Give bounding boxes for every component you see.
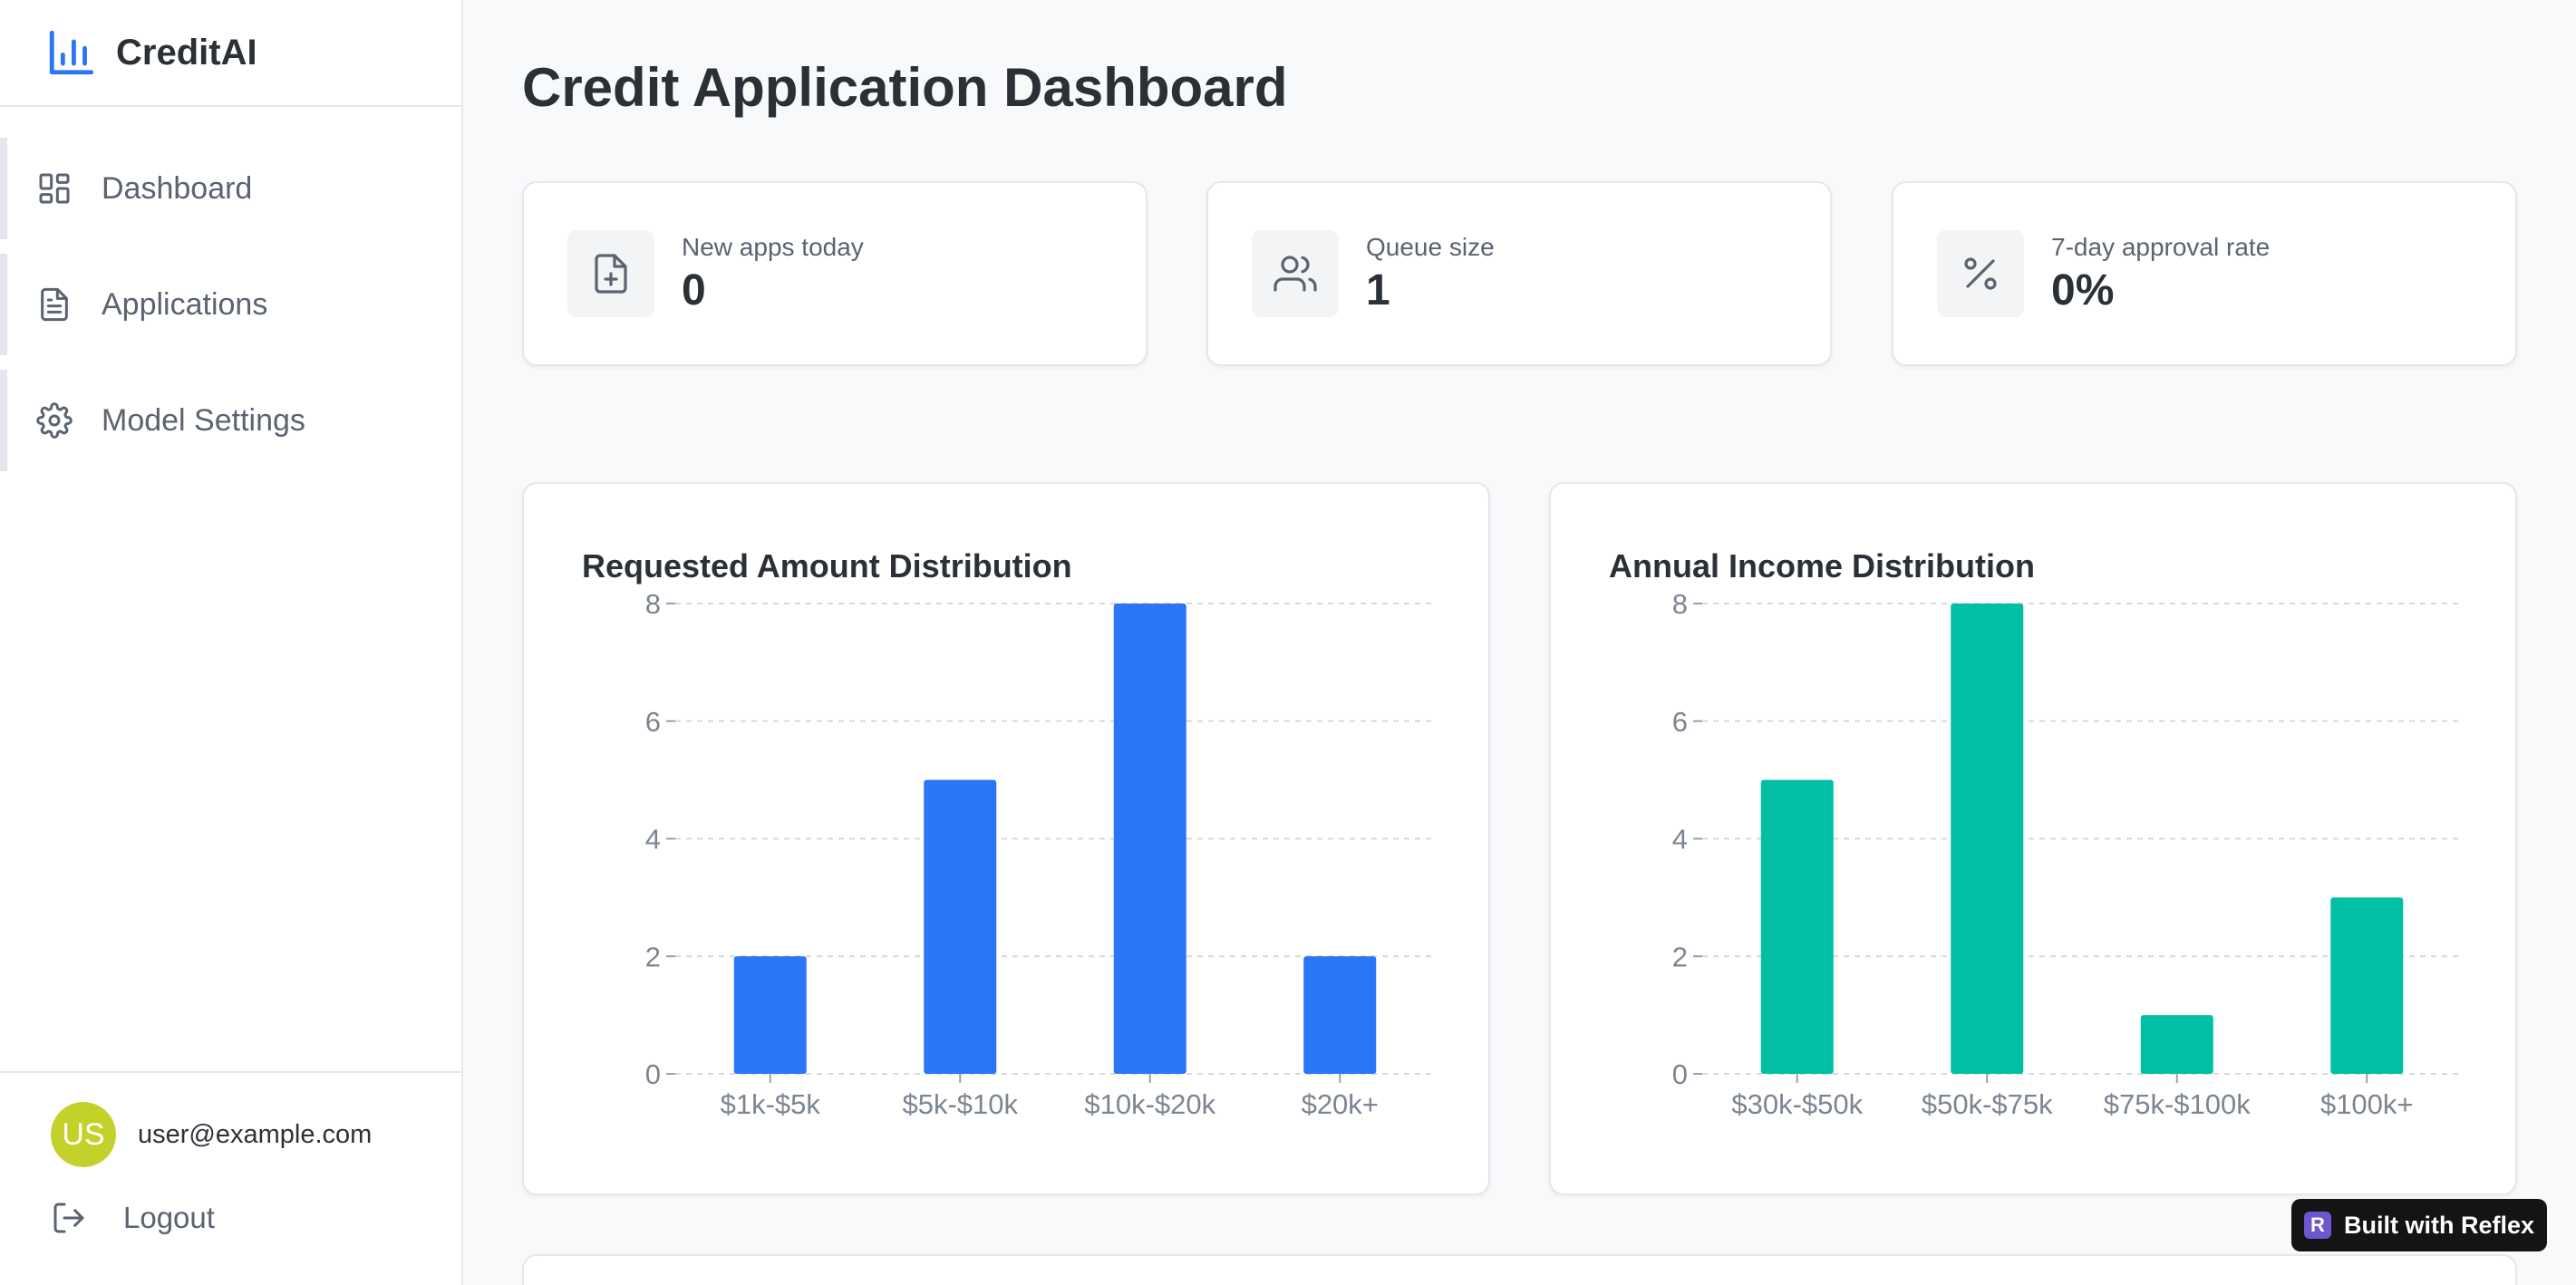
y-tick-label: 0 bbox=[645, 1058, 661, 1090]
y-tick-label: 2 bbox=[1672, 941, 1688, 972]
bar bbox=[2330, 897, 2404, 1074]
stat-card-new-apps: New apps today 0 bbox=[522, 181, 1148, 366]
stat-value: 1 bbox=[1366, 266, 1390, 314]
y-tick-label: 2 bbox=[645, 941, 661, 972]
stat-text: New apps today 0 bbox=[682, 233, 864, 315]
stat-icon-box bbox=[1252, 230, 1339, 317]
user-email: user@example.com bbox=[138, 1119, 373, 1149]
bar bbox=[733, 956, 807, 1074]
bar bbox=[1113, 604, 1186, 1074]
x-tick-label: $20k+ bbox=[1302, 1088, 1379, 1120]
chart-card-annual-income: Annual Income Distribution 0 2 4 6 8 $30k-$50… bbox=[1549, 482, 2517, 1195]
stat-icon-box bbox=[567, 230, 654, 317]
sidebar-item-dashboard[interactable]: Dashboard bbox=[0, 138, 461, 239]
y-tick-label: 0 bbox=[1672, 1058, 1688, 1090]
brand-name: CreditAI bbox=[116, 32, 257, 72]
x-tick-label: $100k+ bbox=[2320, 1088, 2414, 1120]
logout-icon bbox=[53, 1203, 84, 1233]
file-plus-icon bbox=[595, 254, 627, 294]
main-content: Credit Application Dashboard New apps to… bbox=[465, 0, 2576, 1285]
sidebar-item-applications[interactable]: Applications bbox=[0, 254, 461, 355]
sidebar-nav: Dashboard Applications Model Settings bbox=[0, 138, 461, 471]
page-title: Credit Application Dashboard bbox=[522, 57, 1288, 118]
chart-title: Requested Amount Distribution bbox=[582, 547, 1072, 585]
sidebar-item-model-settings[interactable]: Model Settings bbox=[0, 370, 461, 471]
y-tick-label: 6 bbox=[645, 706, 661, 738]
x-tick-label: $10k-$20k bbox=[1084, 1088, 1215, 1120]
user-profile[interactable]: US user@example.com bbox=[51, 1100, 461, 1169]
annual-income-chart: 0 2 4 6 8 $30k-$50k $50k-$75k $75k-$100k $100k+ bbox=[1672, 588, 2462, 1120]
bar bbox=[2140, 1015, 2213, 1074]
stat-label: 7-day approval rate bbox=[2051, 232, 2271, 261]
built-with-reflex-badge[interactable]: R Built with Reflex bbox=[2290, 1199, 2547, 1251]
avatar: US bbox=[51, 1102, 116, 1167]
gear-icon bbox=[36, 402, 73, 439]
logout-button[interactable]: Logout bbox=[51, 1184, 461, 1252]
stat-label: New apps today bbox=[682, 232, 864, 261]
y-tick-label: 4 bbox=[1672, 824, 1688, 855]
bar bbox=[1951, 604, 2024, 1074]
file-text-icon bbox=[41, 287, 68, 322]
stat-value: 0 bbox=[682, 266, 706, 314]
x-tick-label: $5k-$10k bbox=[902, 1088, 1018, 1120]
logout-label: Logout bbox=[123, 1201, 215, 1234]
bar bbox=[924, 779, 997, 1074]
x-tick-label: $75k-$100k bbox=[2104, 1088, 2252, 1120]
requested-amount-chart: 0 2 4 6 8 $1k-$5k $5k-$10k $10k-$20k $20k+ bbox=[645, 588, 1435, 1120]
bottom-card bbox=[522, 1254, 2517, 1285]
x-tick-label: $50k-$75k bbox=[1922, 1088, 2053, 1120]
stat-label: Queue size bbox=[1366, 232, 1495, 261]
stat-icon-box bbox=[1937, 230, 2024, 317]
stat-text: 7-day approval rate 0% bbox=[2051, 233, 2270, 315]
bar bbox=[1760, 779, 1834, 1074]
chart-title: Annual Income Distribution bbox=[1609, 547, 2036, 585]
sidebar: CreditAI Dashboard Applications Model Se… bbox=[0, 0, 463, 1285]
sidebar-item-label: Dashboard bbox=[102, 170, 253, 206]
brand[interactable]: CreditAI bbox=[0, 0, 461, 107]
sidebar-footer: US user@example.com Logout bbox=[0, 1071, 461, 1285]
stat-text: Queue size 1 bbox=[1366, 233, 1495, 315]
bar bbox=[1303, 956, 1377, 1074]
users-icon bbox=[1273, 256, 1317, 292]
sidebar-item-label: Model Settings bbox=[102, 402, 305, 438]
sidebar-item-label: Applications bbox=[102, 286, 268, 322]
reflex-logo-icon: R bbox=[2303, 1212, 2331, 1239]
layout-dashboard-icon bbox=[39, 173, 70, 204]
x-tick-label: $1k-$5k bbox=[721, 1088, 821, 1120]
bar-chart-icon bbox=[49, 30, 94, 75]
chart-card-requested-amount: Requested Amount Distribution 0 2 4 6 8 $1k-$… bbox=[522, 482, 1490, 1195]
y-tick-label: 4 bbox=[645, 824, 661, 855]
y-tick-label: 6 bbox=[1672, 706, 1688, 738]
y-tick-label: 8 bbox=[645, 588, 661, 620]
stat-value: 0% bbox=[2051, 266, 2115, 314]
stat-card-approval-rate: 7-day approval rate 0% bbox=[1892, 181, 2517, 366]
y-tick-label: 8 bbox=[1672, 588, 1688, 620]
x-tick-label: $30k-$50k bbox=[1731, 1088, 1863, 1120]
percent-icon bbox=[1964, 257, 1997, 290]
badge-label: Built with Reflex bbox=[2343, 1211, 2534, 1239]
stat-card-queue-size: Queue size 1 bbox=[1206, 181, 1832, 366]
